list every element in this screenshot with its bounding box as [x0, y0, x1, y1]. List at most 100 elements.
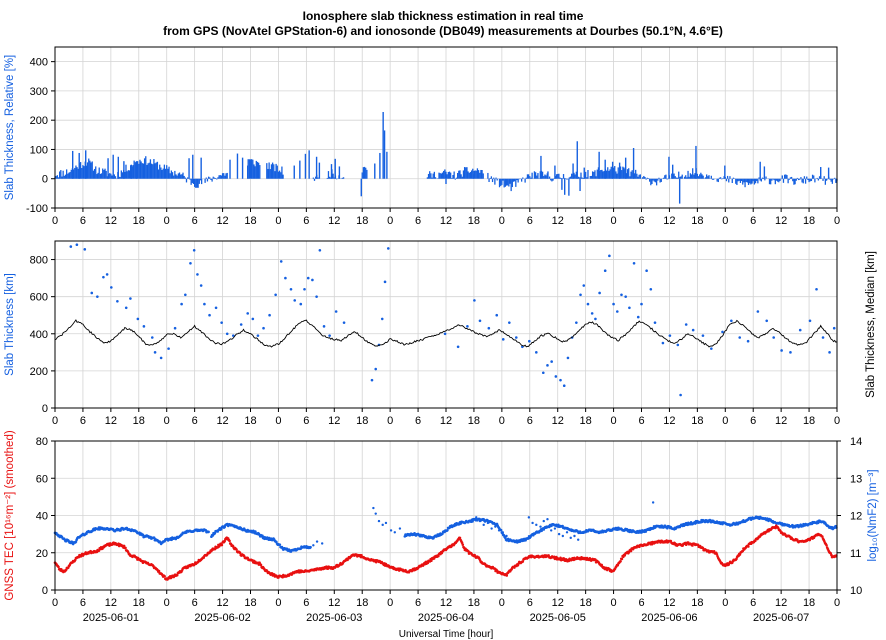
- x-tick-label: 0: [387, 415, 393, 427]
- thickness-point: [582, 284, 586, 287]
- x-tick-label: 18: [133, 415, 145, 427]
- thickness-point: [566, 356, 570, 360]
- x-tick-label: 6: [303, 597, 309, 609]
- x-tick-label: 0: [275, 415, 281, 427]
- thickness-point: [772, 336, 775, 339]
- x-tick-label: 6: [415, 215, 421, 227]
- y-tick-label: 20: [36, 548, 48, 560]
- thickness-point: [456, 345, 460, 349]
- x-tick-label: 6: [638, 215, 644, 227]
- thickness-point: [220, 321, 223, 324]
- thickness-point: [380, 317, 384, 321]
- x-tick-label: 18: [580, 415, 592, 427]
- nmf2-scatter-point: [312, 544, 315, 547]
- thickness-point: [443, 332, 447, 336]
- thickness-point: [116, 300, 119, 303]
- thickness-point: [96, 295, 99, 298]
- thickness-point: [649, 287, 653, 291]
- chart-title-block: Ionosphere slab thickness estimation in …: [0, 9, 886, 39]
- tec-marker: [437, 554, 440, 558]
- thickness-point: [199, 284, 203, 287]
- x-tick-label: 6: [638, 415, 644, 427]
- x-tick-label: 6: [303, 415, 309, 427]
- thickness-point: [322, 325, 326, 328]
- thickness-point: [374, 367, 378, 371]
- thickness-point: [821, 336, 825, 339]
- thickness-point: [603, 269, 607, 272]
- thickness-point: [246, 312, 250, 315]
- thickness-point: [730, 319, 733, 323]
- x-tick-label: 0: [499, 597, 505, 609]
- tec-nmf2-panel: 0 6 12 18 0 6 12 18 0 6 12 18 0 6 12 18 0 6 12 18 0 6 12 18 0 6 12…: [4, 430, 879, 640]
- nmf2-scatter-point: [494, 525, 497, 528]
- thickness-point: [136, 317, 140, 321]
- date-label: 2025-06-05: [530, 612, 586, 624]
- thickness-point: [594, 317, 597, 321]
- x-tick-label: 12: [775, 215, 787, 227]
- thickness-point: [142, 325, 146, 328]
- thickness-point: [173, 326, 177, 330]
- nmf2-marker: [499, 528, 503, 532]
- x-tick-label: 12: [105, 597, 117, 609]
- y-tick-label: 400: [30, 329, 48, 341]
- nmf2-scatter-point: [372, 506, 375, 510]
- x-tick-label: 6: [415, 415, 421, 427]
- thickness-point: [624, 295, 627, 298]
- tec-marker: [430, 559, 433, 563]
- x-tick-label: 18: [580, 215, 592, 227]
- thickness-point: [102, 275, 105, 279]
- nmf2-marker: [74, 540, 78, 544]
- tec-marker: [712, 549, 716, 553]
- nmf2-scatter-point: [490, 527, 493, 530]
- tec-marker: [619, 559, 622, 563]
- x-tick-label: 0: [52, 597, 58, 609]
- thickness-point: [189, 261, 192, 265]
- x-tick-label: 12: [775, 597, 787, 609]
- x-tick-label: 6: [750, 597, 756, 609]
- thickness-point: [679, 393, 682, 397]
- thickness-point: [765, 319, 769, 323]
- thickness-point: [274, 293, 277, 297]
- x-tick-label: 12: [216, 597, 228, 609]
- x-tick-label: 18: [468, 415, 480, 427]
- x-axis-label: Universal Time [hour]: [399, 629, 494, 640]
- thickness-point: [268, 313, 271, 317]
- thickness-point: [342, 321, 346, 324]
- x-tick-label: 18: [580, 597, 592, 609]
- x-tick-label: 0: [52, 415, 58, 427]
- x-tick-label: 0: [834, 597, 840, 609]
- y-tick-label: 0: [42, 403, 48, 415]
- nmf2-scatter-point: [531, 521, 534, 525]
- thickness-point: [478, 319, 482, 323]
- x-tick-label: 0: [722, 215, 728, 227]
- tec-marker: [124, 546, 127, 550]
- x-tick-label: 18: [133, 597, 145, 609]
- tec-marker: [562, 557, 566, 560]
- thickness-point: [508, 321, 511, 324]
- thickness-point: [105, 273, 109, 276]
- thickness-point: [315, 295, 318, 298]
- thickness-point: [473, 299, 476, 302]
- thickness-point: [546, 364, 549, 367]
- thickness-point: [636, 315, 640, 319]
- y-right-tick-label: 12: [850, 511, 862, 523]
- y-tick-label: 0: [42, 174, 48, 186]
- x-tick-label: 0: [387, 597, 393, 609]
- x-tick-label: 6: [80, 415, 86, 427]
- date-label: 2025-06-03: [306, 612, 362, 624]
- x-tick-label: 0: [275, 215, 281, 227]
- tec-marker: [228, 539, 231, 543]
- x-tick-label: 0: [164, 597, 170, 609]
- x-tick-label: 18: [691, 597, 703, 609]
- x-tick-label: 0: [834, 415, 840, 427]
- nmf2-scatter-point: [553, 527, 557, 530]
- x-tick-label: 0: [164, 215, 170, 227]
- y-right-axis-label: log₁₀(NmF2) [m⁻³]: [867, 469, 879, 561]
- thickness-point: [554, 375, 558, 378]
- thickness-point: [586, 302, 590, 306]
- thickness-point: [701, 334, 705, 337]
- thickness-point: [214, 306, 218, 310]
- nmf2-scatter-point: [475, 516, 478, 519]
- nmf2-scatter-point: [535, 523, 538, 527]
- thickness-point: [615, 310, 619, 313]
